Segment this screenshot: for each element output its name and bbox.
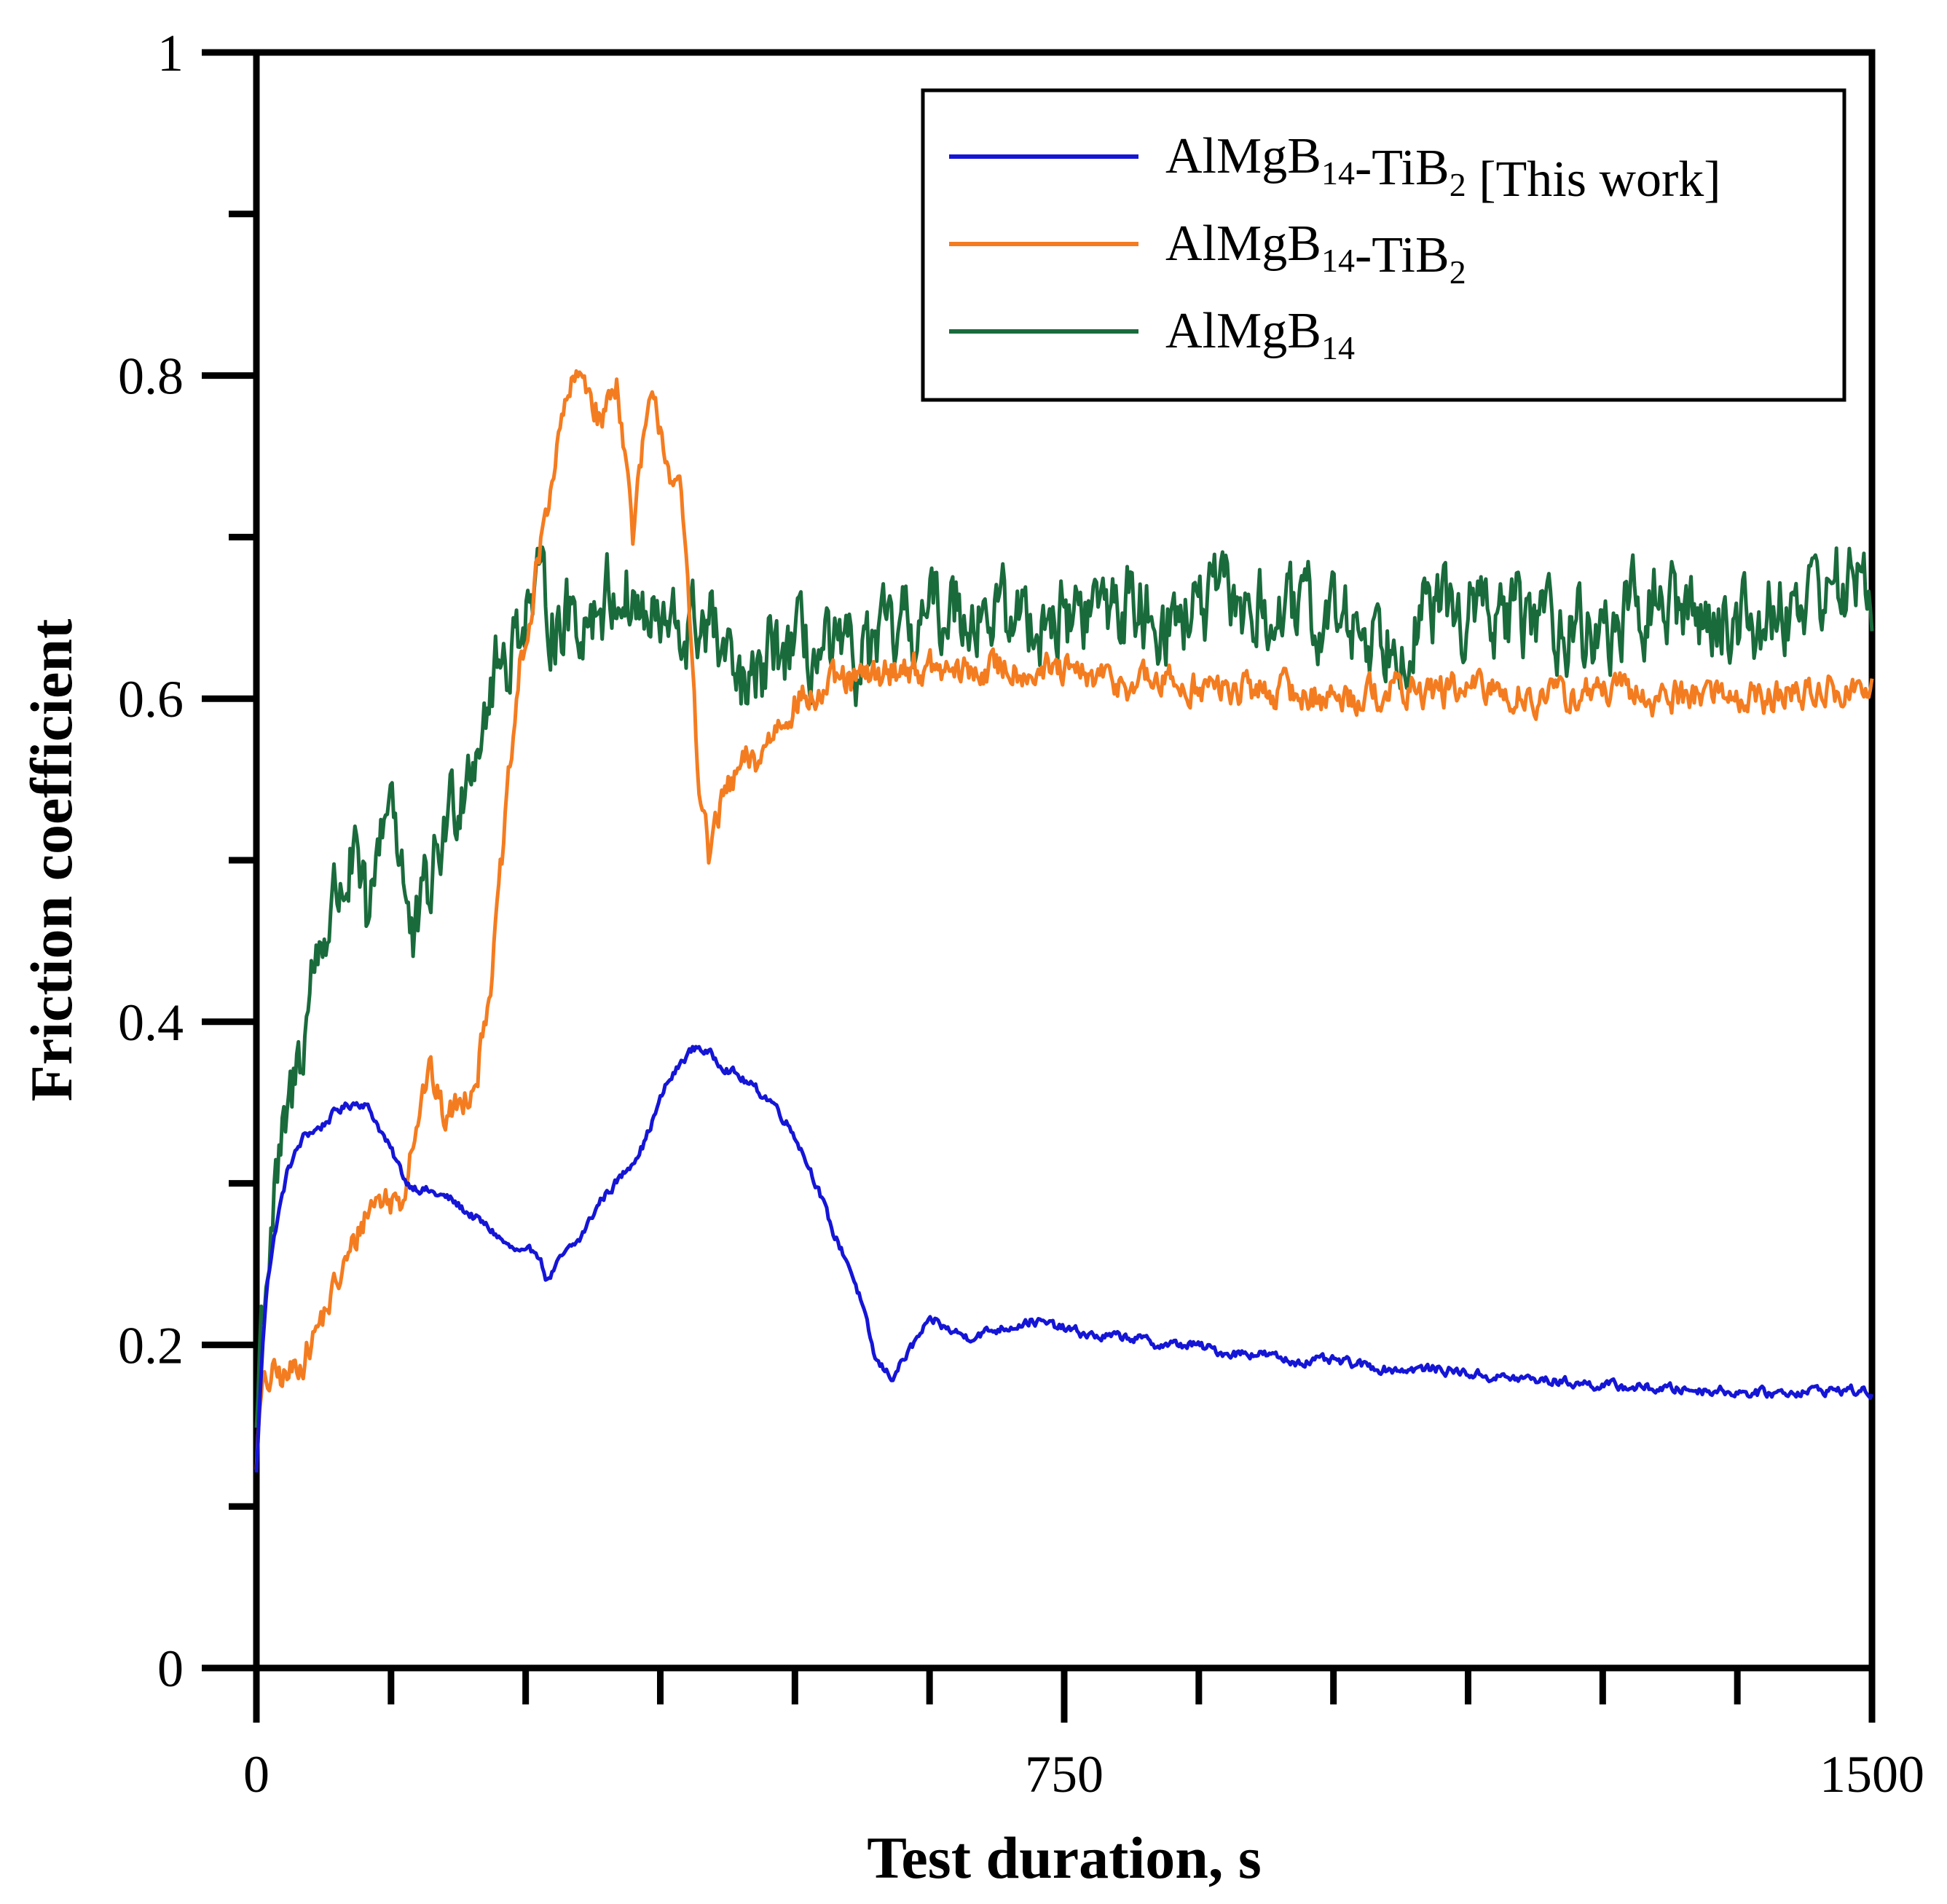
y-axis-ticks [202,49,256,1672]
legend-label: AlMgB14-TiB2 [This work] [1165,128,1721,208]
y-tick-label: 0.6 [118,670,184,728]
y-axis-tick-labels: 0 0.2 0.4 0.6 0.8 1 [118,24,184,1698]
y-tick-label: 1 [157,24,184,82]
legend: AlMgB14-TiB2 [This work] AlMgB14-TiB2 AlMg… [921,88,1846,402]
series-line-1 [254,369,1874,1471]
series-lines [254,369,1874,1473]
y-tick-label: 0.2 [118,1316,184,1374]
x-axis-tick-labels: 0 750 1500 [243,1745,1924,1803]
series-line-2 [254,545,1874,1428]
y-tick-label: 0 [157,1640,184,1698]
y-tick-label: 0.8 [118,347,184,406]
y-tick-label: 0.4 [118,994,184,1052]
x-axis-title: Test duration, s [867,1825,1262,1891]
x-tick-label: 1500 [1820,1745,1924,1803]
y-axis-title: Friction coefficient [18,619,84,1102]
x-tick-label: 750 [1025,1745,1104,1803]
legend-label: AlMgB14 [1165,303,1355,366]
x-axis-ticks [253,1668,1876,1723]
legend-label: AlMgB14-TiB2 [1165,216,1466,291]
series-line-0 [254,1045,1874,1473]
x-tick-label: 0 [243,1745,270,1803]
